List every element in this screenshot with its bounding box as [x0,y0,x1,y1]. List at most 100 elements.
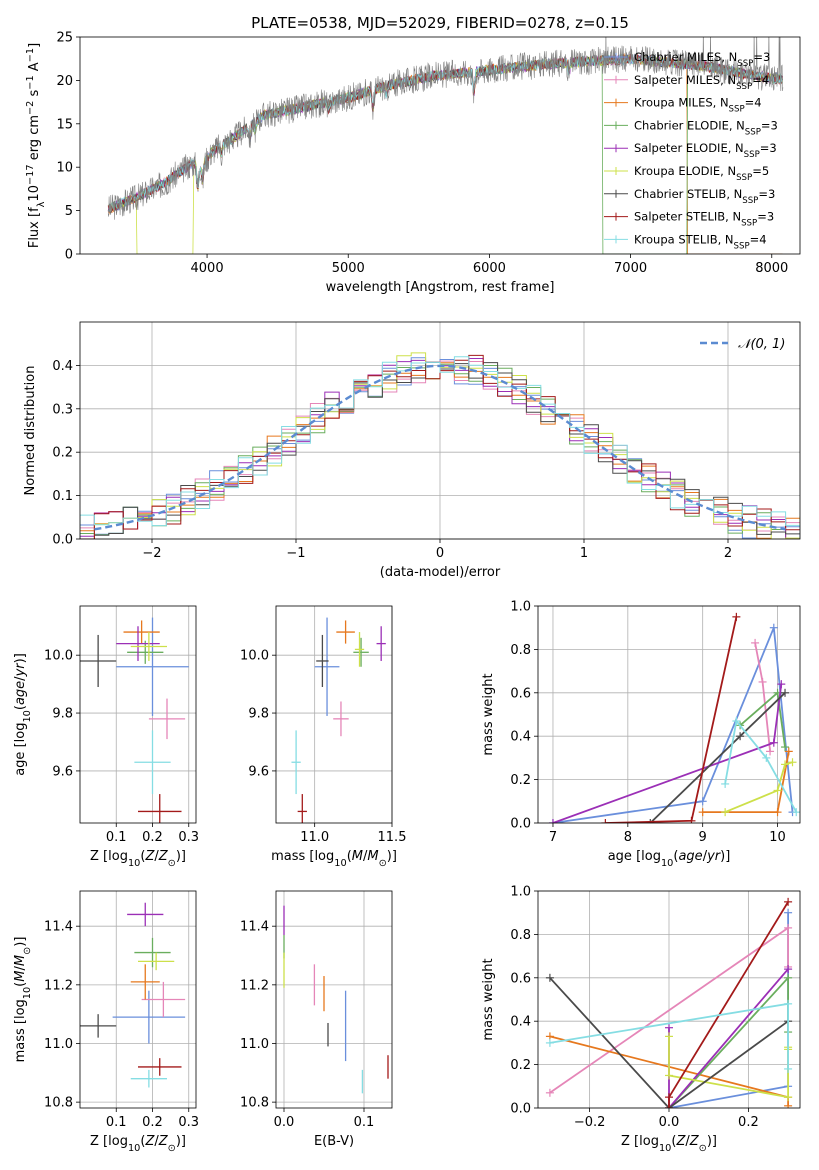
y-tick-label: 10 [56,161,73,176]
legend-label: Kroupa MILES, NSSP=4 [634,96,762,115]
y-tick-label: 0.3 [52,402,73,417]
y-tick-label: 10.8 [44,1096,73,1111]
y-tick-label: 20 [56,74,73,89]
panel-spectrum: 4000 5000 6000 7000 8000 0 5 10 15 20 25 wavelength… [25,31,801,295]
y-tick-label: 0.4 [510,1015,531,1030]
y-tick-label: 0.2 [510,1058,531,1073]
legend-label: Kroupa ELODIE, NSSP=5 [634,164,769,183]
y-tick-label: 15 [56,117,73,132]
x-tick-label: 0.0 [274,1115,295,1130]
y-tick-label: 25 [56,31,73,46]
y-tick-label: 0.4 [510,730,531,745]
plot-area [548,612,800,823]
y-tick-label: 11.0 [44,1037,73,1052]
x-tick-label: 0.1 [106,830,127,845]
panel-mass_vs_Z: 0.1 0.2 0.3 10.8 11.0 11.2 11.4 Z [log10(Z/Z⊙)]… [13,890,199,1154]
y-tick-label: 9.6 [248,764,269,779]
x-tick-label: 1 [580,546,588,561]
x-axis-label: mass [log10(M/M⊙)] [271,849,397,869]
y-tick-label: 0.8 [510,928,531,943]
plot-area [283,905,389,1094]
mass-weight-line [552,627,794,823]
x-tick-label: 0.2 [142,830,163,845]
histogram-step [80,354,800,539]
panel-mass_weight_vs_age: 7 8 9 10 0.0 0.2 0.4 0.6 0.8 1.0 age [log10(age/yr… [481,600,801,869]
x-tick-label: 0.2 [738,1115,759,1130]
y-tick-label: 0.6 [510,971,531,986]
x-tick-label: 11.0 [300,830,329,845]
panel-residual_histogram: −2 −1 0 1 2 0.0 0.1 0.2 0.3 0.4 (data-model)/error… [23,321,801,580]
x-tick-label: 0.2 [142,1115,163,1130]
axes-frame [537,605,801,824]
y-tick-label: 0.1 [52,489,73,504]
x-tick-label: 4000 [191,261,224,276]
plot-area [80,617,189,823]
x-axis-label: wavelength [Angstrom, rest frame] [326,280,555,295]
mass-weight-line [549,977,789,1108]
panel-age_vs_Z: 0.1 0.2 0.3 9.6 9.8 10.0 Z [log10(Z/Z⊙)] age [l… [13,605,199,869]
y-tick-label: 0 [65,248,73,263]
y-tick-label: 9.8 [248,707,269,722]
mass-weight-line [668,901,789,1108]
x-tick-label: 0.0 [659,1115,680,1130]
x-tick-label: 2 [724,546,732,561]
panel-age_vs_mass: 11.0 11.5 9.6 9.8 10.0 mass [log10(M/M⊙)] [240,605,407,869]
y-tick-label: 5 [65,204,73,219]
mass-weight-line [754,642,771,752]
axes-frame [79,605,197,824]
gaussian-legend-label: 𝒩(0, 1) [738,337,785,352]
x-tick-label: 5000 [332,261,365,276]
y-tick-label: 10.0 [240,649,269,664]
y-tick-label: 0.2 [52,446,73,461]
x-tick-label: −1 [286,546,305,561]
x-tick-label: 0.3 [178,830,199,845]
legend-label: Salpeter STELIB, NSSP=3 [634,210,774,229]
y-tick-label: 0.0 [510,1102,531,1117]
mass-weight-line [605,616,738,823]
x-axis-label: Z [log10(Z/Z⊙)] [621,1134,717,1154]
plot-area [291,617,386,823]
y-tick-label: 0.4 [52,359,73,374]
plot-area [80,902,186,1088]
axes-frame [275,605,393,824]
x-tick-label: 7 [549,830,557,845]
axes-frame [275,890,393,1109]
y-axis-label: Flux [fλ10−17 erg cm−2 s−1 A−1] [25,43,47,248]
axes-frame [79,36,801,255]
x-tick-label: 0.1 [354,1115,375,1130]
x-tick-label: 7000 [614,261,647,276]
x-axis-label: Z [log10(Z/Z⊙)] [90,1134,186,1154]
x-axis-label: E(B-V) [314,1134,354,1149]
panel-mass_weight_vs_Z: −0.2 0.0 0.2 0.0 0.2 0.4 0.6 0.8 1.0 Z [log10(Z/Z… [481,885,801,1154]
y-tick-label: 11.4 [240,920,269,935]
x-tick-label: 0.3 [178,1115,199,1130]
y-axis-label: mass weight [481,673,496,755]
axes-frame [79,890,197,1109]
legend-label: Chabrier ELODIE, NSSP=3 [634,118,778,137]
y-tick-label: 1.0 [510,600,531,615]
x-axis-label: (data-model)/error [380,565,501,580]
legend-label: Kroupa STELIB, NSSP=4 [634,232,767,251]
y-axis-label: mass [log10(M/M⊙)] [13,937,33,1063]
y-tick-label: 11.4 [44,920,73,935]
plot-area [545,897,793,1108]
mass-weight-line [724,761,793,813]
y-tick-label: 9.8 [52,707,73,722]
figure-title: PLATE=0538, MJD=52029, FIBERID=0278, z=0… [251,14,629,32]
y-tick-label: 11.2 [44,978,73,993]
x-tick-label: 8 [624,830,632,845]
x-tick-label: 8000 [755,261,788,276]
y-tick-label: 0.2 [510,773,531,788]
x-tick-label: −2 [142,546,161,561]
x-tick-label: 0.1 [106,1115,127,1130]
y-tick-label: 11.0 [240,1037,269,1052]
x-tick-label: 11.5 [378,830,407,845]
y-tick-label: 1.0 [510,885,531,900]
y-tick-label: 10.8 [240,1096,269,1111]
y-tick-label: 0.6 [510,686,531,701]
y-axis-label: Normed distribution [23,366,38,496]
legend-label: Salpeter ELODIE, NSSP=3 [634,141,777,160]
x-tick-label: 9 [699,830,707,845]
